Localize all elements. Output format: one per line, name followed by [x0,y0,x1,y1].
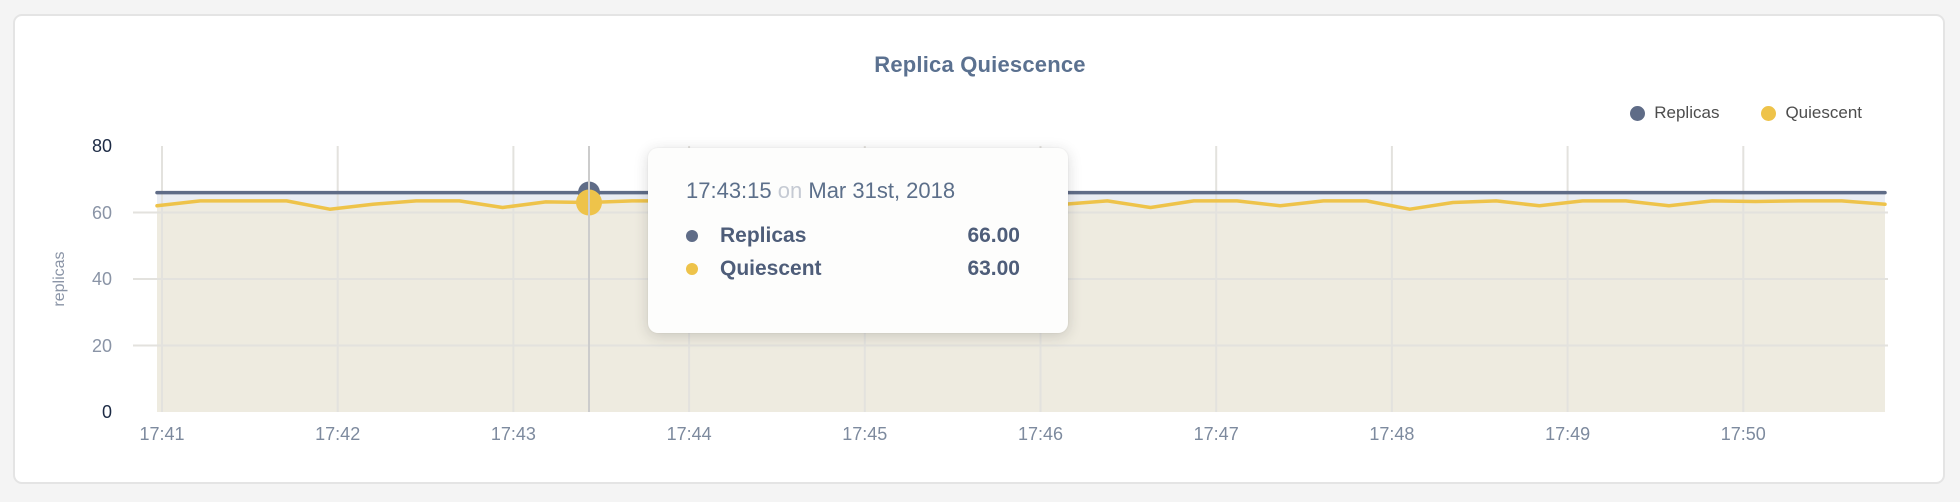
tooltip-label-replicas: Replicas [720,223,807,247]
x-tick-label: 17:47 [1193,424,1239,444]
x-tick-label: 17:44 [666,424,712,444]
replicas-series-dot-icon [1630,105,1646,121]
x-tick-label: 17:41 [139,424,185,444]
tooltip-date: Mar 31st, 2018 [808,178,956,203]
y-tick-label: 0 [101,402,112,422]
x-tick-label: 17:46 [1017,424,1064,444]
replicas-dot-icon [686,229,698,242]
legend-item-replicas[interactable]: Replicas [1630,103,1719,123]
tooltip-value-quiescent: 63.00 [967,256,1020,280]
x-tick-label: 17:50 [1720,424,1766,444]
tooltip-time: 17:43:15 [686,178,772,203]
tooltip-row-replicas: Replicas 66.00 [686,219,1020,252]
chart-title: Replica Quiescence [874,52,1086,77]
tooltip-label-quiescent: Quiescent [720,256,822,280]
y-tick-label: 80 [91,136,112,156]
y-tick-label: 40 [91,269,112,289]
legend-label-quiescent: Quiescent [1785,103,1862,122]
legend-label-replicas: Replicas [1654,103,1720,122]
tooltip-value-replicas: 66.00 [967,223,1020,247]
tooltip-header: 17:43:15 on Mar 31st, 2018 [686,178,1020,204]
chart-legend: Replicas Quiescent [1630,103,1862,123]
quiescent-series-dot-icon [1761,105,1777,121]
tooltip-connector: on [777,178,803,203]
y-tick-label: 20 [91,335,112,356]
legend-item-quiescent[interactable]: Quiescent [1761,103,1862,123]
x-tick-label: 17:48 [1369,424,1415,444]
quiescent-dot-icon [686,262,698,275]
x-tick-label: 17:42 [315,424,361,444]
chart-tooltip: 17:43:15 on Mar 31st, 2018 Replicas 66.0… [648,148,1068,333]
x-tick-label: 17:45 [842,424,888,444]
x-tick-label: 17:43 [490,424,536,444]
y-tick-label: 60 [91,202,112,223]
tooltip-row-quiescent: Quiescent 63.00 [686,252,1020,285]
x-tick-label: 17:49 [1545,424,1591,444]
